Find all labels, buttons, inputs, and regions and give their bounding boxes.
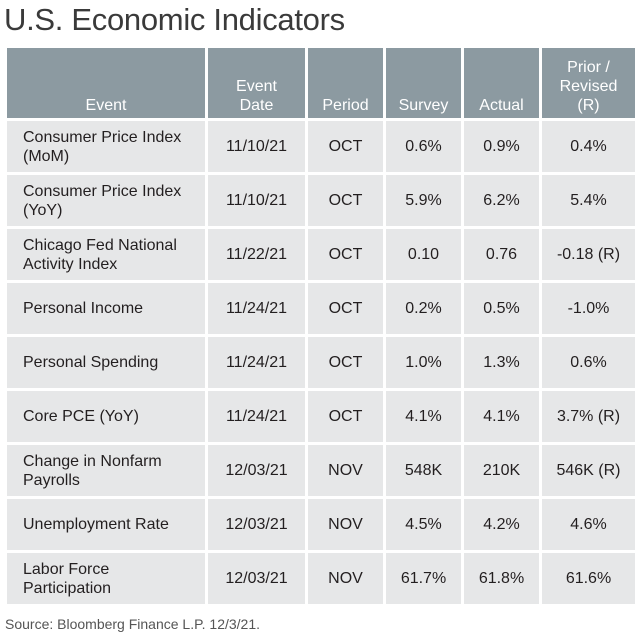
cell-prior: 0.4% [542,121,635,172]
table-header-row: Event Event Date Period Survey Actual Pr… [7,48,635,118]
cell-actual: 0.9% [464,121,539,172]
cell-date: 12/03/21 [208,499,305,550]
cell-date: 11/22/21 [208,229,305,280]
header-actual: Actual [464,48,539,118]
cell-prior: -1.0% [542,283,635,334]
cell-date: 11/24/21 [208,391,305,442]
table-row: Personal Income 11/24/21 OCT 0.2% 0.5% -… [7,283,635,334]
cell-actual: 0.5% [464,283,539,334]
cell-event: Unemployment Rate [7,499,205,550]
cell-event: Personal Spending [7,337,205,388]
cell-prior: 3.7% (R) [542,391,635,442]
cell-period: NOV [308,445,383,496]
cell-date: 11/24/21 [208,283,305,334]
cell-date: 12/03/21 [208,445,305,496]
cell-survey: 1.0% [386,337,461,388]
cell-event: Consumer Price Index (MoM) [7,121,205,172]
cell-period: NOV [308,499,383,550]
cell-prior: 4.6% [542,499,635,550]
cell-prior: 546K (R) [542,445,635,496]
cell-event: Labor Force Participation [7,553,205,604]
cell-period: OCT [308,283,383,334]
source-note: Source: Bloomberg Finance L.P. 12/3/21. [5,616,261,632]
cell-actual: 4.2% [464,499,539,550]
cell-event: Consumer Price Index (YoY) [7,175,205,226]
cell-actual: 0.76 [464,229,539,280]
cell-event: Chicago Fed National Activity Index [7,229,205,280]
cell-date: 12/03/21 [208,553,305,604]
cell-survey: 4.5% [386,499,461,550]
cell-survey: 0.10 [386,229,461,280]
cell-event: Change in Nonfarm Payrolls [7,445,205,496]
header-event-date-label: Event Date [236,78,277,114]
header-period: Period [308,48,383,118]
cell-period: OCT [308,121,383,172]
table-row: Core PCE (YoY) 11/24/21 OCT 4.1% 4.1% 3.… [7,391,635,442]
cell-prior: 0.6% [542,337,635,388]
table-row: Unemployment Rate 12/03/21 NOV 4.5% 4.2%… [7,499,635,550]
table-row: Consumer Price Index (MoM) 11/10/21 OCT … [7,121,635,172]
table-row: Consumer Price Index (YoY) 11/10/21 OCT … [7,175,635,226]
cell-actual: 61.8% [464,553,539,604]
cell-prior: 5.4% [542,175,635,226]
header-prior-revised: Prior / Revised (R) [542,48,635,118]
cell-event: Personal Income [7,283,205,334]
cell-survey: 548K [386,445,461,496]
cell-actual: 210K [464,445,539,496]
cell-period: OCT [308,175,383,226]
cell-period: OCT [308,229,383,280]
header-prior-revised-label: Prior / Revised (R) [559,59,618,114]
cell-prior: -0.18 (R) [542,229,635,280]
cell-survey: 5.9% [386,175,461,226]
cell-date: 11/24/21 [208,337,305,388]
cell-survey: 0.6% [386,121,461,172]
cell-actual: 6.2% [464,175,539,226]
cell-prior: 61.6% [542,553,635,604]
cell-actual: 1.3% [464,337,539,388]
header-event-date: Event Date [208,48,305,118]
table-row: Personal Spending 11/24/21 OCT 1.0% 1.3%… [7,337,635,388]
indicators-table: Event Event Date Period Survey Actual Pr… [4,45,636,607]
table-row: Labor Force Participation 12/03/21 NOV 6… [7,553,635,604]
cell-period: NOV [308,553,383,604]
cell-date: 11/10/21 [208,121,305,172]
cell-period: OCT [308,337,383,388]
cell-date: 11/10/21 [208,175,305,226]
cell-survey: 4.1% [386,391,461,442]
cell-survey: 61.7% [386,553,461,604]
header-survey: Survey [386,48,461,118]
page-title: U.S. Economic Indicators [4,2,345,37]
table-row: Change in Nonfarm Payrolls 12/03/21 NOV … [7,445,635,496]
cell-period: OCT [308,391,383,442]
header-event: Event [7,48,205,118]
cell-actual: 4.1% [464,391,539,442]
cell-event: Core PCE (YoY) [7,391,205,442]
table-row: Chicago Fed National Activity Index 11/2… [7,229,635,280]
cell-survey: 0.2% [386,283,461,334]
